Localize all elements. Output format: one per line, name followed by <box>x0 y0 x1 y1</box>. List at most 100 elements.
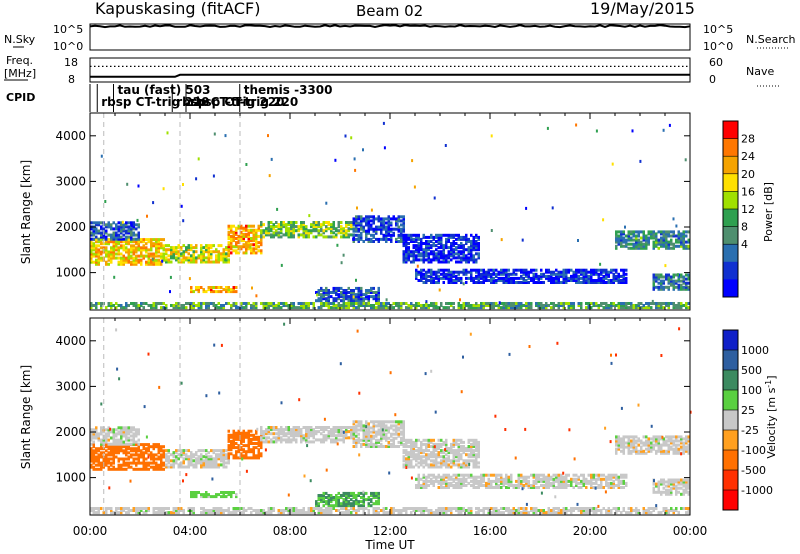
echo-cell <box>680 435 683 439</box>
echo-cell <box>317 231 320 235</box>
echo-cell <box>112 235 115 239</box>
echo-cell <box>467 276 470 280</box>
echo-cell <box>225 495 228 499</box>
echo-cell <box>460 235 463 239</box>
echo-cell <box>260 446 263 450</box>
echo-cell <box>335 233 338 237</box>
echo-cell <box>232 230 235 234</box>
echo-cell <box>147 461 150 465</box>
echo-cell <box>217 250 220 254</box>
echo-cell <box>195 451 198 455</box>
echo-cell <box>450 248 453 252</box>
echo-cell <box>325 289 328 292</box>
echo-cell <box>350 494 353 497</box>
echo-cell <box>380 219 383 223</box>
noise-cell <box>575 123 578 127</box>
echo-cell <box>130 233 133 237</box>
echo-cell <box>440 235 443 239</box>
echo-cell <box>620 304 623 307</box>
echo-cell <box>315 229 318 233</box>
echo-cell <box>620 234 623 238</box>
echo-cell <box>115 235 118 239</box>
echo-cell <box>375 491 378 495</box>
echo-cell <box>332 428 335 432</box>
echo-cell <box>440 459 443 463</box>
echo-cell <box>670 478 673 482</box>
echo-cell <box>117 229 120 233</box>
nave-tick-top: 60 <box>709 56 723 69</box>
echo-cell <box>650 236 653 240</box>
echo-cell <box>245 302 248 305</box>
echo-cell <box>125 447 128 451</box>
echo-cell <box>382 432 385 436</box>
echo-cell <box>202 260 205 264</box>
echo-cell <box>555 279 558 282</box>
echo-cell <box>105 438 108 442</box>
echo-cell <box>107 223 110 227</box>
echo-cell <box>367 221 370 225</box>
echo-cell <box>465 248 468 252</box>
echo-cell <box>622 449 625 453</box>
echo-cell <box>120 445 123 449</box>
noise-cell <box>462 282 465 286</box>
echo-cell <box>332 426 335 429</box>
echo-cell <box>357 504 360 508</box>
echo-cell <box>430 252 433 256</box>
echo-cell <box>357 215 360 219</box>
echo-cell <box>157 465 160 469</box>
echo-cell <box>237 224 240 228</box>
echo-cell <box>200 306 203 310</box>
echo-cell <box>337 426 340 429</box>
echo-cell <box>425 484 428 487</box>
echo-cell <box>150 242 153 246</box>
echo-cell <box>305 436 308 440</box>
echo-cell <box>210 252 213 256</box>
echo-cell <box>425 455 428 459</box>
echo-cell <box>325 293 328 297</box>
echo-cell <box>562 268 565 272</box>
noise-cell <box>245 163 248 166</box>
echo-cell <box>125 438 128 442</box>
echo-cell <box>512 281 515 284</box>
power-colorbar-swatch <box>723 138 738 157</box>
echo-cell <box>590 268 593 272</box>
echo-cell <box>537 304 540 307</box>
echo-cell <box>335 434 338 438</box>
echo-cell <box>117 467 120 471</box>
echo-cell <box>565 270 568 274</box>
echo-cell <box>137 244 140 248</box>
echo-cell <box>155 238 158 242</box>
echo-cell <box>360 225 363 229</box>
echo-cell <box>472 235 475 239</box>
echo-cell <box>407 445 410 448</box>
echo-cell <box>260 237 263 240</box>
echo-cell <box>117 451 120 455</box>
echo-cell <box>232 249 235 253</box>
echo-cell <box>467 304 470 307</box>
echo-cell <box>105 237 108 241</box>
echo-cell <box>437 235 440 239</box>
echo-cell <box>142 240 145 244</box>
echo-cell <box>305 235 308 239</box>
echo-cell <box>662 441 665 445</box>
echo-cell <box>477 440 480 444</box>
echo-cell <box>402 455 405 459</box>
echo-cell <box>480 302 483 305</box>
echo-cell <box>275 306 278 310</box>
echo-cell <box>425 252 428 256</box>
echo-cell <box>427 449 430 453</box>
echo-cell <box>325 291 328 294</box>
echo-cell <box>307 426 310 429</box>
echo-cell <box>235 435 238 439</box>
echo-cell <box>252 234 255 238</box>
echo-cell <box>380 432 383 436</box>
echo-cell <box>352 223 355 227</box>
echo-cell <box>445 276 448 280</box>
echo-cell <box>155 461 158 465</box>
echo-cell <box>187 244 190 248</box>
echo-cell <box>290 430 293 434</box>
echo-cell <box>117 262 120 266</box>
echo-cell <box>577 270 580 274</box>
echo-cell <box>262 304 265 307</box>
